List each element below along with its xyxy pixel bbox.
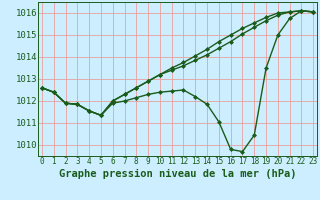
X-axis label: Graphe pression niveau de la mer (hPa): Graphe pression niveau de la mer (hPa) bbox=[59, 169, 296, 179]
